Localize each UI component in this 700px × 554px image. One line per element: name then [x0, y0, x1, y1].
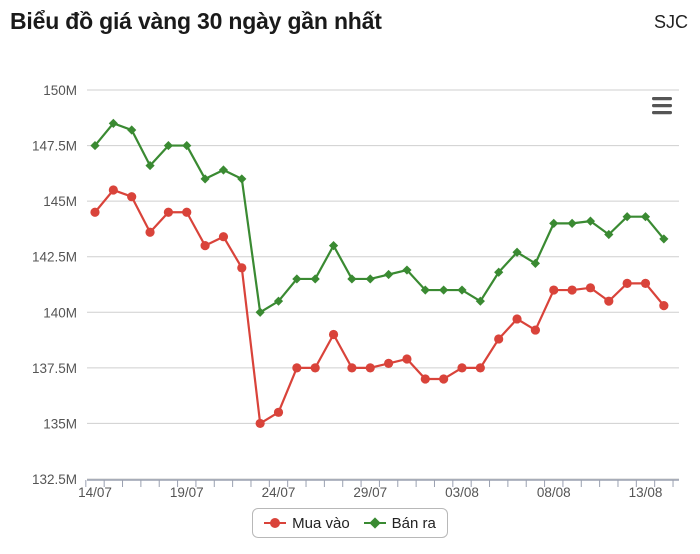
- x-tick-label: 14/07: [78, 485, 112, 500]
- y-tick-label: 145M: [43, 194, 77, 209]
- y-tick-label: 150M: [43, 83, 77, 98]
- data-point[interactable]: [365, 363, 375, 373]
- data-point[interactable]: [384, 358, 394, 369]
- data-point[interactable]: [549, 285, 559, 295]
- data-point[interactable]: [273, 296, 284, 306]
- x-tick-label: 24/07: [262, 485, 296, 500]
- data-point[interactable]: [622, 278, 632, 288]
- data-point[interactable]: [439, 374, 449, 384]
- data-point[interactable]: [182, 140, 192, 151]
- data-point[interactable]: [475, 363, 485, 373]
- legend-item-buy[interactable]: Mua vào: [264, 515, 350, 532]
- x-tick-label: 08/08: [537, 485, 571, 500]
- data-point[interactable]: [163, 140, 173, 151]
- data-point[interactable]: [182, 207, 192, 217]
- data-point[interactable]: [218, 232, 229, 242]
- data-point[interactable]: [439, 285, 449, 295]
- data-point[interactable]: [328, 241, 339, 251]
- y-tick-label: 140M: [43, 305, 77, 320]
- data-point[interactable]: [585, 283, 596, 293]
- data-point[interactable]: [512, 314, 522, 324]
- data-point[interactable]: [604, 229, 614, 240]
- data-point[interactable]: [237, 263, 247, 273]
- data-point[interactable]: [90, 207, 100, 217]
- x-tick-label: 29/07: [353, 485, 387, 500]
- data-point[interactable]: [292, 363, 302, 373]
- series-line: [94, 122, 665, 314]
- data-point[interactable]: [494, 334, 504, 344]
- series-sell: [90, 118, 669, 317]
- data-point[interactable]: [457, 363, 467, 373]
- circle-marker-icon: [264, 517, 287, 529]
- data-point[interactable]: [549, 218, 559, 228]
- data-point[interactable]: [640, 278, 651, 288]
- data-point[interactable]: [237, 174, 247, 184]
- data-point[interactable]: [420, 285, 430, 295]
- data-point[interactable]: [420, 374, 430, 384]
- data-point[interactable]: [273, 407, 284, 417]
- data-point[interactable]: [659, 301, 669, 311]
- data-point[interactable]: [457, 285, 467, 295]
- data-point[interactable]: [512, 247, 522, 257]
- data-point[interactable]: [200, 241, 210, 251]
- series: [90, 118, 669, 429]
- legend-item-sell[interactable]: Bán ra: [363, 514, 436, 532]
- y-tick-label: 135M: [43, 416, 77, 431]
- legend-label-sell: Bán ra: [391, 514, 436, 532]
- data-point[interactable]: [494, 267, 504, 277]
- data-point[interactable]: [585, 216, 596, 226]
- data-point[interactable]: [127, 125, 137, 135]
- y-tick-label: 132.5M: [32, 472, 77, 487]
- data-point[interactable]: [328, 329, 339, 340]
- legend-label-buy: Mua vào: [292, 514, 350, 532]
- data-point[interactable]: [622, 212, 632, 222]
- data-point[interactable]: [347, 274, 357, 284]
- data-point[interactable]: [347, 363, 357, 373]
- axes: 132.5M 135M 137.5M 140M 142.5M 145M 147.5M 150M…: [32, 83, 679, 500]
- data-point[interactable]: [127, 192, 137, 202]
- data-point[interactable]: [255, 418, 265, 429]
- y-tick-label: 142.5M: [32, 250, 77, 265]
- diamond-marker-icon: [363, 517, 386, 529]
- data-point[interactable]: [255, 307, 265, 317]
- data-point[interactable]: [90, 140, 100, 151]
- grid-lines: [87, 89, 679, 480]
- x-tick-label: 03/08: [445, 485, 479, 500]
- data-point[interactable]: [567, 285, 577, 295]
- data-point[interactable]: [640, 212, 651, 222]
- data-point[interactable]: [218, 165, 229, 175]
- data-point[interactable]: [292, 274, 302, 284]
- series-buy: [90, 185, 669, 429]
- data-point[interactable]: [310, 274, 320, 284]
- series-line: [94, 188, 665, 425]
- data-point[interactable]: [108, 118, 118, 128]
- data-point[interactable]: [163, 207, 173, 217]
- data-point[interactable]: [402, 354, 412, 364]
- y-tick-label: 137.5M: [32, 361, 77, 376]
- data-point[interactable]: [108, 185, 118, 195]
- data-point[interactable]: [604, 296, 614, 306]
- data-point[interactable]: [200, 174, 210, 184]
- data-point[interactable]: [310, 363, 320, 373]
- data-point[interactable]: [659, 234, 669, 244]
- data-point[interactable]: [567, 218, 577, 228]
- data-point[interactable]: [365, 274, 375, 284]
- data-point[interactable]: [530, 258, 540, 268]
- data-point[interactable]: [145, 160, 155, 171]
- x-tick-label: 19/07: [170, 485, 204, 500]
- hamburger-menu-icon[interactable]: [648, 94, 676, 118]
- brand-label: SJC: [653, 12, 688, 32]
- x-tick-label: 13/08: [629, 485, 663, 500]
- data-point[interactable]: [402, 265, 412, 275]
- data-point[interactable]: [145, 227, 155, 237]
- data-point[interactable]: [530, 325, 541, 335]
- y-tick-label: 147.5M: [32, 139, 77, 154]
- data-point[interactable]: [475, 296, 485, 306]
- chart-legend: Mua vào Bán ra: [252, 508, 448, 538]
- data-point[interactable]: [384, 269, 394, 280]
- chart-title: Biểu đồ giá vàng 30 ngày gần nhất: [10, 8, 382, 34]
